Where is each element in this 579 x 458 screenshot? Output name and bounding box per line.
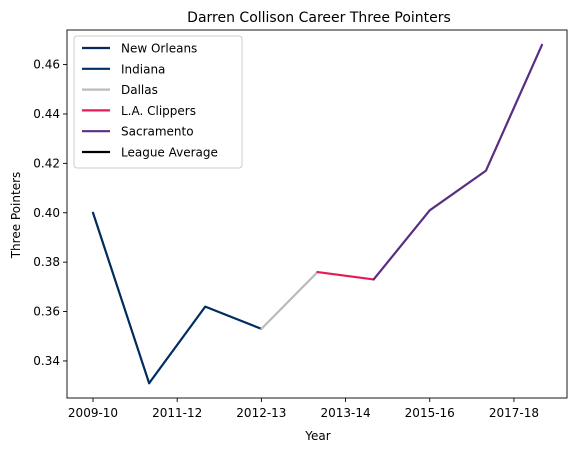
series-line-1	[149, 307, 261, 384]
x-tick-label: 2012-13	[236, 406, 286, 420]
series-line-0	[93, 213, 149, 383]
y-tick-label: 0.38	[33, 255, 60, 269]
series-line-3	[318, 272, 374, 279]
legend-label: Dallas	[121, 83, 158, 97]
chart-title: Darren Collison Career Three Pointers	[187, 10, 451, 26]
legend-label: Sacramento	[121, 125, 194, 139]
y-tick-label: 0.34	[33, 354, 60, 368]
y-tick-label: 0.40	[33, 206, 60, 220]
legend-label: New Orleans	[121, 42, 197, 56]
x-tick-label: 2015-16	[405, 406, 455, 420]
x-tick-label: 2013-14	[320, 406, 370, 420]
y-tick-label: 0.36	[33, 305, 60, 319]
y-tick-label: 0.44	[33, 107, 60, 121]
x-tick-label: 2011-12	[152, 406, 202, 420]
x-tick-label: 2017-18	[489, 406, 539, 420]
series-line-4	[374, 45, 542, 280]
x-tick-label: 2009-10	[68, 406, 118, 420]
legend-label: League Average	[121, 146, 218, 160]
series-line-2	[261, 272, 317, 329]
y-tick-label: 0.46	[33, 58, 60, 72]
legend-label: Indiana	[121, 62, 165, 76]
y-tick-label: 0.42	[33, 156, 60, 170]
y-axis-label: Three Pointers	[9, 172, 23, 260]
legend-label: L.A. Clippers	[121, 104, 196, 118]
legend: New Orleans Indiana Dallas L.A. Clippers Sac…	[74, 36, 242, 168]
x-axis-label: Year	[304, 429, 330, 443]
